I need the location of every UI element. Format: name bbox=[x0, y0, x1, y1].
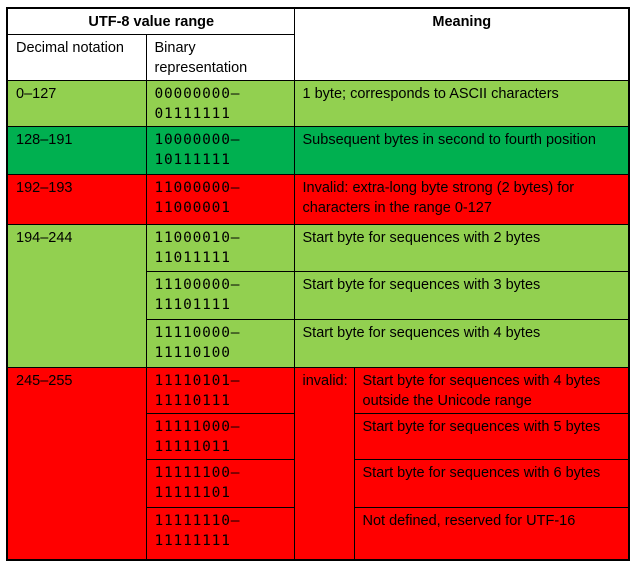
table-row: 194–244 11000010– 11011111 Start byte fo… bbox=[6, 224, 630, 368]
cell-binary-range: 11111000– 11111011 bbox=[145, 413, 295, 460]
table-row: 11110000– 11110100 Start byte for sequen… bbox=[7, 319, 630, 368]
header-row-sub: Decimal notation Binary representation bbox=[6, 34, 629, 81]
cell-binary-range: 11000010– 11011111 bbox=[145, 224, 295, 272]
cell-decimal-range: 192–193 bbox=[6, 174, 147, 225]
table-row: 11100000– 11101111 Start byte for sequen… bbox=[7, 271, 630, 320]
table-row: 11111000– 11111011 Start byte for sequen… bbox=[7, 413, 630, 460]
cell-decimal-range: 128–191 bbox=[6, 126, 147, 175]
cell-meaning: Not defined, reserved for UTF-16 bbox=[353, 507, 630, 560]
cell-meaning: Subsequent bytes in second to fourth pos… bbox=[293, 126, 630, 175]
cell-meaning: Start byte for sequences with 2 bytes bbox=[293, 224, 630, 272]
page: UTF-8 value range Meaning Decimal notati… bbox=[6, 7, 631, 561]
cell-meaning: Start byte for sequences with 5 bytes bbox=[353, 413, 630, 460]
cell-meaning: Start byte for sequences with 6 bytes bbox=[353, 459, 630, 508]
cell-invalid-label: invalid: bbox=[293, 367, 355, 560]
header-meaning: Meaning bbox=[293, 7, 630, 81]
cell-binary-range: 00000000– 01111111 bbox=[145, 80, 295, 127]
table-row: 0–127 00000000– 01111111 1 byte; corresp… bbox=[6, 80, 630, 127]
table-row: 192–193 11000000– 11000001 Invalid: extr… bbox=[6, 174, 630, 225]
cell-meaning: Start byte for sequences with 4 bytes ou… bbox=[353, 367, 630, 414]
cell-meaning: Invalid: extra-long byte strong (2 bytes… bbox=[293, 174, 630, 225]
utf8-value-range-table: UTF-8 value range Meaning Decimal notati… bbox=[6, 7, 631, 561]
table-row: 245–255 11110101– 11110111 invalid: Star… bbox=[6, 367, 630, 560]
cell-decimal-range: 245–255 bbox=[6, 367, 147, 560]
cell-decimal-range: 0–127 bbox=[6, 80, 147, 127]
cell-binary-range: 11000000– 11000001 bbox=[145, 174, 295, 225]
table-row: 128–191 10000000– 10111111 Subsequent by… bbox=[6, 126, 630, 175]
cell-meaning: Start byte for sequences with 4 bytes bbox=[293, 319, 630, 368]
cell-binary-range: 11111110– 11111111 bbox=[145, 507, 295, 560]
cell-binary-range: 11110000– 11110100 bbox=[145, 319, 295, 368]
header-binary-representation: Binary representation bbox=[145, 34, 295, 81]
cell-binary-range: 11100000– 11101111 bbox=[145, 271, 295, 320]
header-decimal-notation: Decimal notation bbox=[6, 34, 147, 81]
cell-meaning: Start byte for sequences with 3 bytes bbox=[293, 271, 630, 320]
cell-binary-range: 11111100– 11111101 bbox=[145, 459, 295, 508]
cell-binary-range: 10000000– 10111111 bbox=[145, 126, 295, 175]
table-row: 11111100– 11111101 Start byte for sequen… bbox=[7, 459, 630, 508]
cell-decimal-range: 194–244 bbox=[6, 224, 147, 368]
cell-binary-range: 11110101– 11110111 bbox=[145, 367, 295, 414]
header-utf8-value-range: UTF-8 value range bbox=[6, 7, 295, 35]
header-row-main: UTF-8 value range Meaning bbox=[6, 7, 630, 81]
cell-meaning: 1 byte; corresponds to ASCII characters bbox=[293, 80, 630, 127]
